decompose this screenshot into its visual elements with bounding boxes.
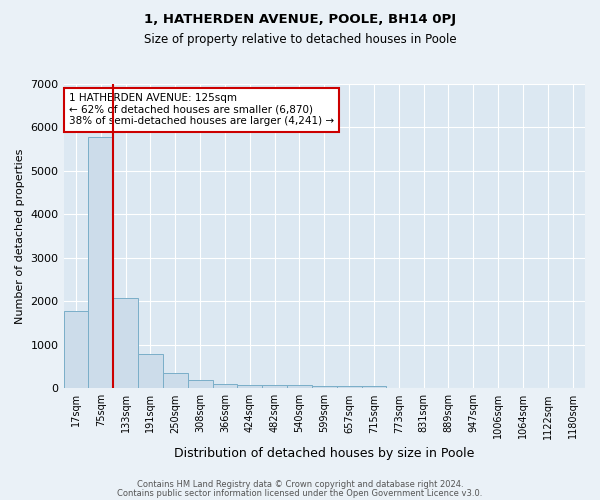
Bar [362, 386, 386, 388]
Text: 1 HATHERDEN AVENUE: 125sqm
← 62% of detached houses are smaller (6,870)
38% of s: 1 HATHERDEN AVENUE: 125sqm ← 62% of deta… [69, 93, 334, 126]
Bar [64, 311, 88, 388]
Bar [287, 386, 312, 388]
Text: 1, HATHERDEN AVENUE, POOLE, BH14 0PJ: 1, HATHERDEN AVENUE, POOLE, BH14 0PJ [144, 12, 456, 26]
Bar [212, 384, 238, 388]
Bar [88, 137, 113, 388]
Bar [163, 373, 188, 388]
Bar [262, 385, 287, 388]
Y-axis label: Number of detached properties: Number of detached properties [15, 148, 25, 324]
Bar [138, 354, 163, 388]
Bar [337, 386, 362, 388]
Text: Size of property relative to detached houses in Poole: Size of property relative to detached ho… [143, 32, 457, 46]
X-axis label: Distribution of detached houses by size in Poole: Distribution of detached houses by size … [174, 447, 475, 460]
Bar [188, 380, 212, 388]
Text: Contains HM Land Registry data © Crown copyright and database right 2024.: Contains HM Land Registry data © Crown c… [137, 480, 463, 489]
Bar [238, 385, 262, 388]
Text: Contains public sector information licensed under the Open Government Licence v3: Contains public sector information licen… [118, 489, 482, 498]
Bar [113, 298, 138, 388]
Bar [312, 386, 337, 388]
